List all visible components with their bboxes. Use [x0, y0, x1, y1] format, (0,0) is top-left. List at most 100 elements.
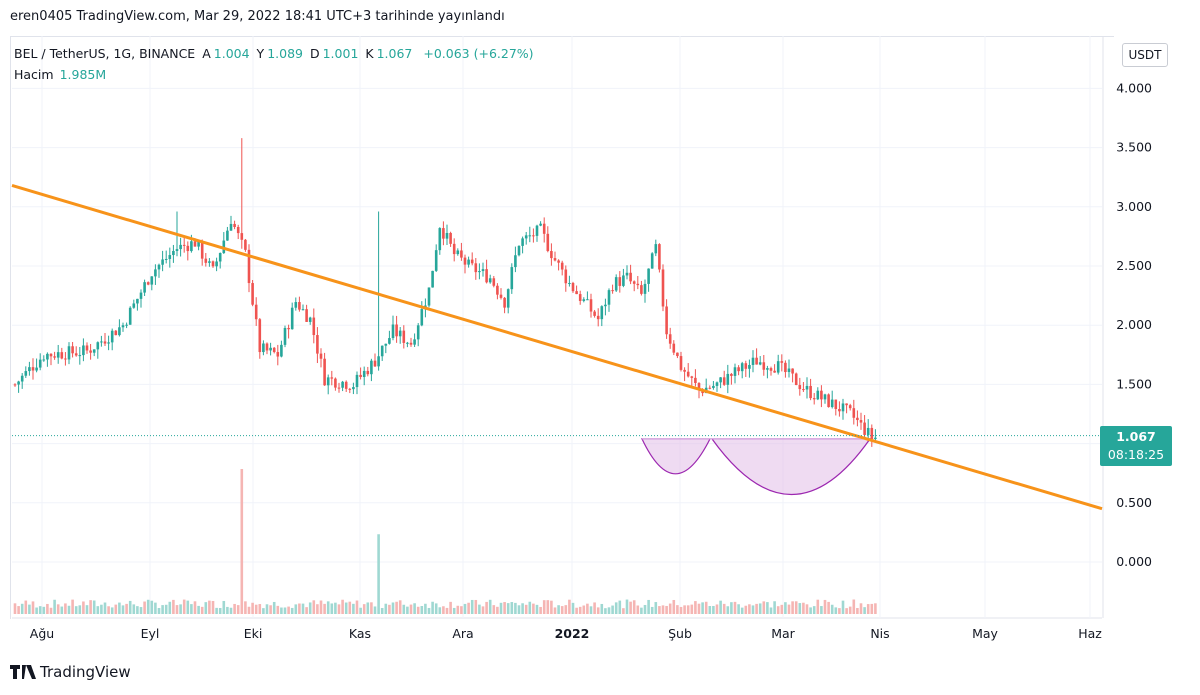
volume-bar — [136, 606, 139, 614]
volume-bar — [607, 607, 611, 614]
x-tick-label: Eyl — [141, 626, 160, 641]
candle-body — [712, 385, 715, 388]
volume-bar — [323, 603, 326, 614]
candle-body — [49, 353, 53, 357]
volume-bar — [251, 602, 254, 614]
volume-bar — [686, 605, 690, 614]
footer-brand[interactable]: TradingView — [10, 663, 131, 681]
candle-body — [478, 271, 481, 273]
volume-bar — [132, 604, 136, 614]
candle-body — [672, 343, 676, 353]
volume-bar — [247, 606, 251, 614]
candle-body — [283, 327, 287, 345]
candle-body — [560, 262, 564, 270]
candle-body — [866, 427, 870, 435]
volume-bar — [672, 599, 676, 614]
candle-body — [539, 223, 542, 226]
volume-bar — [305, 607, 308, 614]
candle-body — [42, 359, 46, 361]
candle-body — [596, 315, 600, 320]
candle-body — [690, 376, 694, 378]
volume-bar — [200, 606, 204, 614]
volume-bar — [856, 607, 859, 614]
volume-bar — [406, 606, 409, 614]
volume-bar — [164, 604, 168, 614]
volume-bar — [46, 603, 49, 614]
volume-bar — [643, 604, 647, 614]
candle-body — [618, 277, 622, 286]
y-tick-label: 1.500 — [1116, 376, 1152, 391]
volume-bar — [348, 601, 352, 614]
volume-bar — [53, 599, 56, 614]
candle-body — [611, 290, 614, 292]
last-price-tag: 1.067 08:18:25 — [1100, 426, 1172, 466]
candle-body — [319, 353, 323, 359]
symbol-label[interactable]: BEL / TetherUS, 1G, BINANCE — [14, 46, 196, 61]
volume-bar — [697, 603, 701, 614]
candle-body — [481, 269, 485, 272]
chart-frame[interactable] — [10, 36, 1114, 619]
volume-bar — [218, 608, 222, 614]
candle-body — [154, 269, 157, 277]
volume-bar — [168, 601, 172, 614]
candle-body — [13, 384, 17, 386]
candle-body — [164, 258, 168, 260]
volume-bar — [445, 607, 449, 614]
candle-body — [722, 377, 726, 385]
volume-bar — [776, 606, 780, 614]
volume-bar — [650, 606, 654, 614]
candle-body — [528, 235, 532, 237]
x-tick-label: Nis — [870, 626, 889, 641]
candle-body — [773, 370, 776, 373]
volume-bar — [308, 602, 312, 614]
volume-bar — [798, 603, 802, 614]
volume-bar — [589, 606, 593, 614]
volume-bar — [668, 603, 672, 614]
candle-body — [557, 260, 560, 263]
volume-bar — [139, 607, 143, 614]
candle-body — [20, 375, 24, 382]
open-label: A — [202, 46, 211, 61]
volume-bar — [611, 605, 614, 614]
volume-bar — [312, 600, 316, 614]
volume-bar — [661, 605, 665, 614]
volume-bar — [71, 599, 74, 614]
volume-bar — [719, 600, 722, 614]
volume-bar — [460, 606, 463, 614]
volume-bar — [848, 606, 852, 614]
volume-bar — [226, 606, 229, 614]
volume-bar — [506, 603, 510, 614]
x-tick-label: Mar — [771, 626, 795, 641]
candle-body — [125, 324, 128, 326]
volume-bar — [816, 599, 820, 614]
currency-button[interactable]: USDT — [1122, 43, 1168, 67]
volume-bar — [578, 606, 582, 614]
candle-body — [294, 302, 298, 308]
candle-body — [352, 387, 355, 390]
candle-body — [305, 309, 308, 322]
candle-body — [535, 225, 539, 236]
candle-body — [874, 437, 877, 440]
volume-bar — [467, 602, 470, 614]
volume-bar — [326, 601, 330, 614]
volume-bar — [708, 606, 712, 614]
candle-body — [578, 294, 582, 301]
volume-bar — [366, 602, 370, 614]
volume-bar — [359, 607, 362, 614]
volume-bar — [676, 605, 679, 614]
candle-body — [625, 272, 629, 276]
candle-body — [370, 360, 373, 375]
volume-bar — [503, 602, 506, 614]
candle-body — [298, 302, 301, 310]
candle-body — [193, 241, 197, 247]
candle-body — [496, 285, 499, 295]
candle-body — [532, 235, 535, 237]
x-tick-label: Ağu — [30, 626, 54, 641]
candle-body — [276, 352, 280, 357]
volume-bar — [456, 605, 460, 614]
volume-bar — [514, 602, 517, 614]
candle-body — [636, 283, 640, 286]
y-tick-label: 3.500 — [1116, 140, 1152, 155]
candle-body — [236, 226, 240, 234]
